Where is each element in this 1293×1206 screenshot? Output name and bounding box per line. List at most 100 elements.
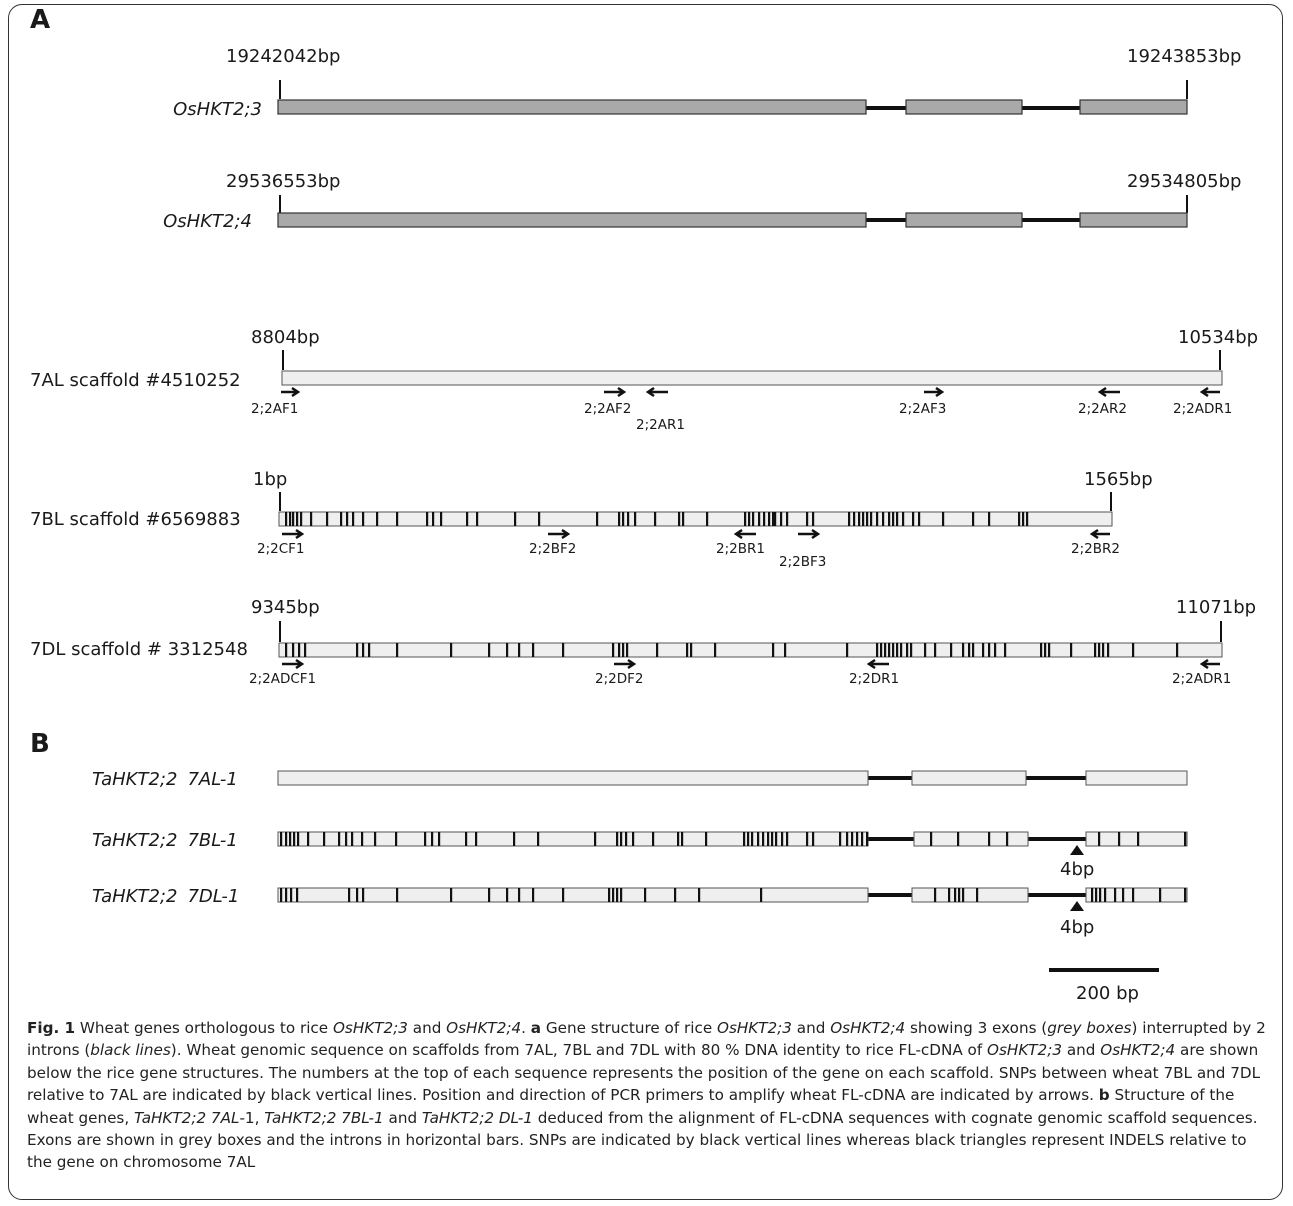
tahkt22-7al-1-exon-3 <box>1085 770 1188 786</box>
caption-text: deduced from the alignment of FL-cDNA se… <box>27 1108 1258 1172</box>
snp-b7bl-49 <box>957 832 960 846</box>
snp-7dl-50 <box>1098 643 1101 657</box>
snp-7dl-3 <box>298 643 301 657</box>
snp-7dl-35 <box>924 643 927 657</box>
snp-7bl-27 <box>678 512 681 526</box>
oshkt23-exon-1 <box>277 99 867 115</box>
primer-2-2af1-label: 2;2AF1 <box>251 401 298 417</box>
snp-b7bl-54 <box>1137 832 1140 846</box>
snp-b7bl-16 <box>438 832 441 846</box>
snp-7bl-2 <box>289 512 292 526</box>
snp-b7dl-21 <box>698 888 701 902</box>
snp-7bl-54 <box>912 512 915 526</box>
snp-7dl-37 <box>950 643 953 657</box>
snp-b7bl-5 <box>297 832 300 846</box>
snp-7dl-15 <box>612 643 615 657</box>
snp-7dl-14 <box>562 643 565 657</box>
tahkt22-7bl-1-snps <box>280 832 1187 846</box>
snp-7bl-52 <box>896 512 899 526</box>
snp-b7bl-26 <box>652 832 655 846</box>
snp-b7dl-15 <box>608 888 611 902</box>
caption-gene: TaHKT2;2 7AL <box>134 1108 240 1127</box>
caption-gene: TaHKT2;2 7BL-1 <box>264 1108 384 1127</box>
snp-7dl-9 <box>450 643 453 657</box>
snp-b7dl-7 <box>362 888 365 902</box>
caption-text: and <box>791 1019 831 1037</box>
snp-7dl-51 <box>1102 643 1105 657</box>
caption-panel-b: b <box>1098 1086 1110 1105</box>
snp-7dl-46 <box>1044 643 1047 657</box>
snp-7bl-39 <box>786 512 789 526</box>
snp-b7dl-29 <box>1091 888 1094 902</box>
snp-7dl-44 <box>1004 643 1007 657</box>
snp-7dl-7 <box>368 643 371 657</box>
caption-text: showing 3 exons ( <box>905 1019 1048 1037</box>
snp-b7bl-23 <box>620 832 623 846</box>
scaffold-7bl-bar <box>278 511 1113 527</box>
snp-b7bl-12 <box>374 832 377 846</box>
snp-b7dl-27 <box>962 888 965 902</box>
snp-b7dl-3 <box>290 888 293 902</box>
snp-b7bl-1 <box>280 832 283 846</box>
snp-b7dl-1 <box>280 888 283 902</box>
snp-b7dl-32 <box>1104 888 1107 902</box>
tahkt22-7dl-1-exon-2 <box>911 887 1029 903</box>
snp-b7dl-12 <box>518 888 521 902</box>
snp-7dl-21 <box>690 643 693 657</box>
snp-b7bl-28 <box>681 832 684 846</box>
snp-7dl-47 <box>1048 643 1051 657</box>
snp-b7bl-15 <box>431 832 434 846</box>
oshkt24-exon-2 <box>905 212 1023 228</box>
snp-7bl-18 <box>476 512 479 526</box>
tahkt22-7al-1-exon-1 <box>277 770 869 786</box>
snp-b7bl-33 <box>757 832 760 846</box>
oshkt23-exon-2 <box>905 99 1023 115</box>
snp-b7bl-9 <box>345 832 348 846</box>
snp-7bl-37 <box>774 512 777 526</box>
snp-7dl-52 <box>1107 643 1110 657</box>
tahkt22-7al-1-label: TaHKT2;2 7AL-1 <box>92 769 238 790</box>
primer-2-2adr1-a-label: 2;2ADR1 <box>1173 401 1232 417</box>
caption-fig-number: Fig. 1 <box>27 1019 76 1037</box>
snp-b7bl-43 <box>846 832 849 846</box>
snp-7bl-17 <box>466 512 469 526</box>
snp-b7bl-10 <box>351 832 354 846</box>
snp-7bl-14 <box>426 512 429 526</box>
snp-7bl-48 <box>876 512 879 526</box>
primer-2-2ar2-label: 2;2AR2 <box>1078 401 1127 417</box>
snp-b7dl-9 <box>450 888 453 902</box>
snp-7bl-41 <box>812 512 815 526</box>
scaffold-7dl-end-position: 11071bp <box>1176 597 1256 618</box>
panel-a-label: A <box>30 5 50 35</box>
snp-b7bl-34 <box>762 832 765 846</box>
caption-gene: OsHKT2;4 <box>830 1019 906 1037</box>
snp-7bl-34 <box>763 512 766 526</box>
snp-7bl-9 <box>346 512 349 526</box>
tahkt22-7dl-1-exon-3 <box>1085 887 1188 903</box>
snp-7dl-53 <box>1132 643 1135 657</box>
snp-b7bl-41 <box>812 832 815 846</box>
snp-b7dl-25 <box>954 888 957 902</box>
snp-b7dl-5 <box>348 888 351 902</box>
snp-b7bl-48 <box>930 832 933 846</box>
snp-7bl-30 <box>744 512 747 526</box>
snp-b7bl-19 <box>513 832 516 846</box>
primer-arrow-2-2bf2 <box>548 528 571 540</box>
snp-b7bl-24 <box>625 832 628 846</box>
oshkt24-label: OsHKT2;4 <box>163 211 252 232</box>
caption-text: Gene structure of rice <box>541 1019 717 1037</box>
panel-b-label: B <box>30 729 50 759</box>
snp-b7dl-28 <box>976 888 979 902</box>
snp-b7dl-8 <box>396 888 399 902</box>
primer-2-2af2-label: 2;2AF2 <box>584 401 631 417</box>
snp-b7bl-27 <box>677 832 680 846</box>
snp-b7bl-25 <box>632 832 635 846</box>
snp-7bl-29 <box>706 512 709 526</box>
caption-italic: grey boxes <box>1047 1019 1132 1037</box>
snp-7dl-54 <box>1176 643 1179 657</box>
primer-2-2bf2-label: 2;2BF2 <box>529 541 576 557</box>
caption-text: Wheat genes orthologous to rice <box>75 1019 333 1037</box>
snp-7bl-61 <box>1026 512 1029 526</box>
figure-frame <box>8 4 1283 1200</box>
snp-7bl-57 <box>972 512 975 526</box>
